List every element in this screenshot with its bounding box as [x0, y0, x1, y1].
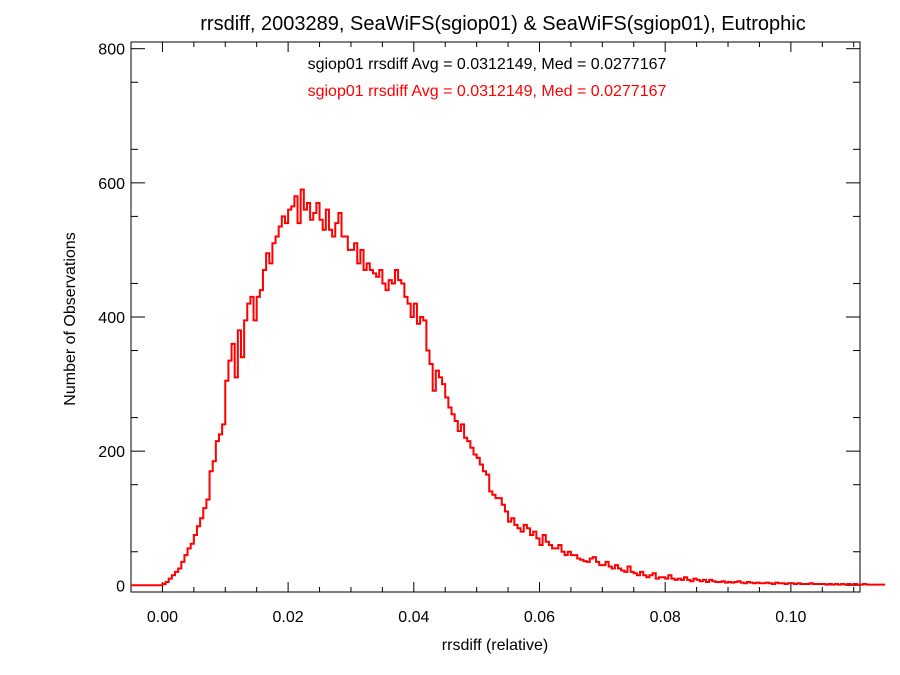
chart-title: rrsdiff, 2003289, SeaWiFS(sgiop01) & Sea… — [200, 13, 805, 35]
x-axis-label: rrsdiff (relative) — [442, 637, 548, 654]
plot-area-frame — [130, 41, 861, 593]
x-tick-label: 0.08 — [650, 609, 681, 626]
y-tick-label: 200 — [98, 444, 125, 461]
y-tick-label: 800 — [98, 42, 125, 59]
plot-frame — [130, 41, 861, 593]
stats-annotation-red: sgiop01 rrsdiff Avg = 0.0312149, Med = 0… — [308, 83, 667, 100]
x-tick-label: 0.04 — [398, 609, 429, 626]
y-tick-label: 0 — [116, 578, 125, 595]
y-axis-label: Number of Observations — [62, 232, 79, 405]
series-layer — [131, 188, 886, 587]
x-tick-label: 0.10 — [775, 609, 806, 626]
stats-annotation-black: sgiop01 rrsdiff Avg = 0.0312149, Med = 0… — [308, 56, 667, 73]
y-tick-label: 400 — [98, 310, 125, 327]
histogram-series-line — [131, 188, 886, 587]
y-tick-label: 600 — [98, 176, 125, 193]
x-tick-label: 0.00 — [147, 609, 178, 626]
axis-tick-labels: 0.00 0.02 0.04 0.06 0.08 0.10 0 200 400 600 800 — [98, 42, 806, 626]
x-tick-label: 0.06 — [524, 609, 555, 626]
axis-ticks — [130, 42, 860, 592]
x-tick-label: 0.02 — [273, 609, 304, 626]
